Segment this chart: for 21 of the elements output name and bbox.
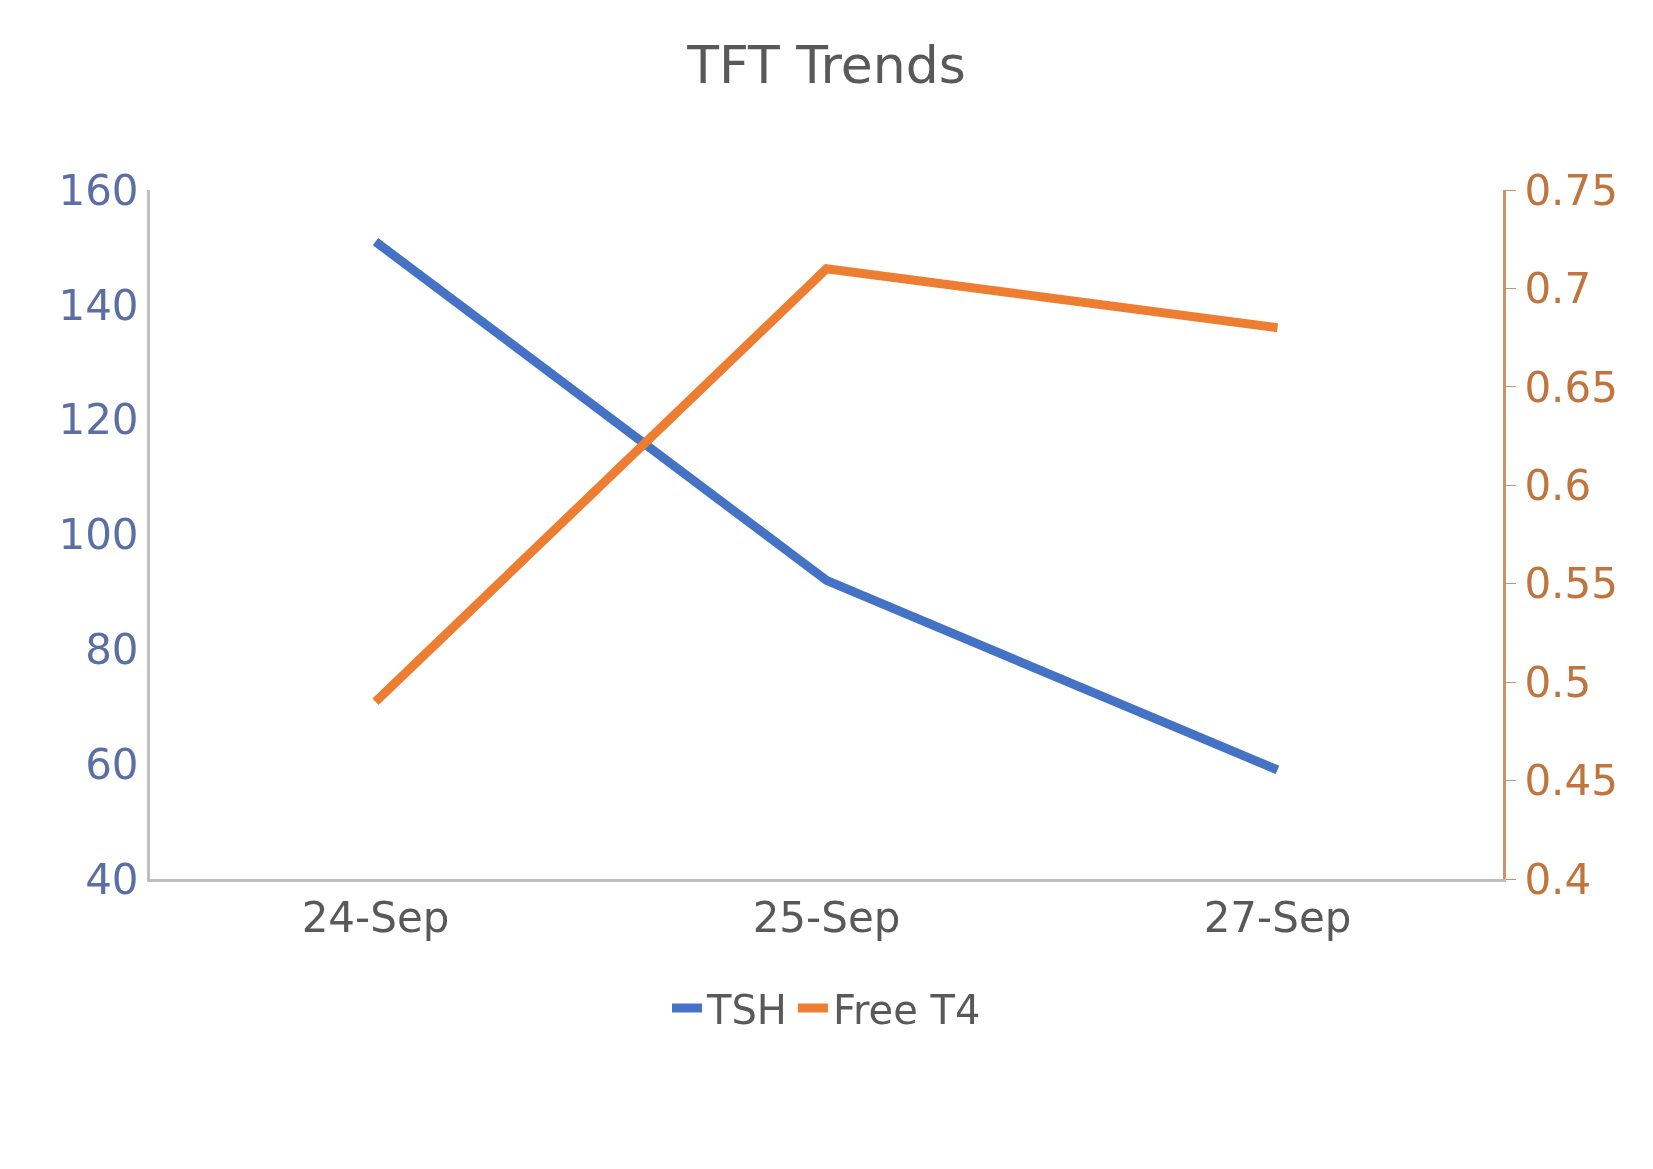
y2-tick-label: 0.45	[1524, 756, 1618, 806]
y-tick-label: 100	[58, 510, 139, 560]
y2-tick-label: 0.4	[1524, 854, 1592, 904]
y-tick-label: 60	[85, 739, 139, 789]
y2-tick-label: 0.6	[1524, 460, 1592, 510]
y2-tick-label: 0.75	[1524, 165, 1618, 215]
y-tick-label: 80	[85, 625, 139, 675]
y-tick-label: 120	[58, 395, 139, 445]
y2-tick-label: 0.55	[1524, 559, 1618, 609]
legend-label: TSH	[706, 986, 787, 1033]
y-tick-label: 160	[58, 165, 139, 215]
legend-label: Free T4	[832, 986, 981, 1033]
x-tick-label: 25-Sep	[752, 893, 901, 943]
y2-tick-label: 0.7	[1524, 264, 1592, 314]
y-tick-label: 40	[85, 854, 139, 904]
y2-tick-label: 0.5	[1524, 657, 1592, 707]
chart-title: TFT Trends	[686, 35, 966, 96]
y-tick-label: 140	[58, 280, 139, 330]
x-tick-label: 24-Sep	[301, 893, 450, 943]
y2-tick-label: 0.65	[1524, 362, 1618, 412]
x-tick-label: 27-Sep	[1203, 893, 1352, 943]
